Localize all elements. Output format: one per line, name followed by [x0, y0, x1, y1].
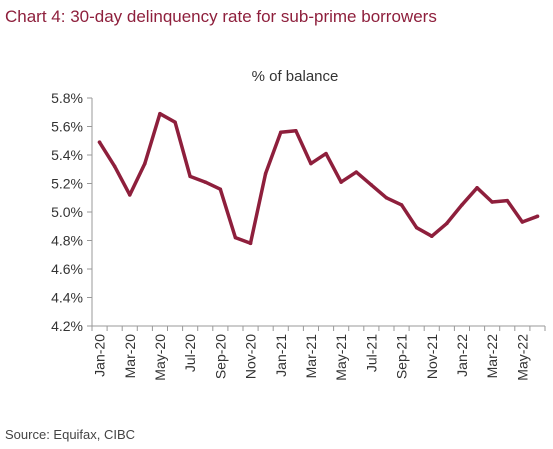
y-tick-label: 4.6%: [51, 261, 83, 277]
data-point: [324, 151, 328, 156]
data-point: [233, 235, 238, 240]
x-tick-label: May-21: [333, 334, 349, 381]
data-point: [460, 203, 464, 207]
series-line: [97, 111, 540, 246]
data-point: [339, 180, 343, 184]
y-tick-label: 5.4%: [51, 147, 83, 163]
x-tick-label: Jan-22: [454, 334, 470, 377]
x-tick-label: Sep-21: [394, 334, 410, 379]
data-point: [475, 186, 479, 190]
y-tick-label: 4.2%: [51, 318, 83, 334]
y-axis: 4.2% 4.4% 4.6% 4.8% 5.0% 5.2% 5.4% 5.6% 5.8%: [51, 90, 93, 334]
chart-title: Chart 4: 30-day delinquency rate for sub…: [5, 7, 437, 26]
data-point: [112, 164, 117, 169]
data-point: [294, 129, 298, 133]
data-point: [445, 221, 449, 226]
x-tick-label: Nov-20: [243, 334, 259, 379]
data-point: [520, 220, 525, 224]
y-tick-label: 4.4%: [51, 290, 83, 306]
x-tick-label: Mar-22: [484, 334, 500, 379]
x-tick-label: May-22: [514, 334, 530, 381]
source-note: Source: Equifax, CIBC: [5, 427, 136, 442]
data-point: [354, 170, 358, 174]
x-tick-label: Jan-20: [92, 334, 108, 377]
x-axis: Jan-20 Mar-20 May-20 Jul-20 Sep-20 Nov-20 Jan-…: [91, 325, 546, 381]
data-point: [158, 111, 162, 116]
series-layer: [97, 111, 540, 246]
data-point: [490, 200, 494, 204]
data-point: [505, 198, 509, 203]
data-point: [535, 214, 540, 219]
x-tick-label: May-20: [152, 334, 168, 381]
data-point: [414, 225, 419, 230]
data-point: [173, 120, 177, 124]
data-point: [248, 241, 253, 246]
y-tick-label: 5.0%: [51, 204, 83, 220]
data-point: [279, 130, 283, 134]
x-tick-label: Jul-21: [363, 334, 379, 372]
data-point: [188, 174, 192, 179]
x-tick-label: Sep-20: [212, 334, 228, 379]
data-point: [128, 193, 132, 197]
chart-subtitle: % of balance: [252, 68, 339, 85]
y-tick-label: 5.2%: [51, 176, 83, 192]
data-point: [430, 234, 434, 238]
data-point: [263, 171, 268, 176]
data-point: [384, 196, 389, 200]
data-point: [143, 161, 147, 166]
x-tick-label: Mar-21: [303, 334, 319, 379]
y-tick-label: 5.6%: [51, 119, 83, 135]
data-point: [369, 183, 374, 187]
data-point: [399, 203, 404, 207]
x-tick-label: Nov-21: [424, 334, 440, 379]
data-point: [203, 180, 207, 184]
x-tick-label: Jan-21: [273, 334, 289, 377]
x-tick-label: Jul-20: [182, 334, 198, 372]
y-tick-label: 5.8%: [51, 90, 83, 106]
data-point: [309, 161, 313, 166]
data-point: [97, 140, 102, 144]
data-point: [218, 187, 223, 191]
y-tick-label: 4.8%: [51, 233, 83, 249]
x-tick-label: Mar-20: [122, 334, 138, 379]
